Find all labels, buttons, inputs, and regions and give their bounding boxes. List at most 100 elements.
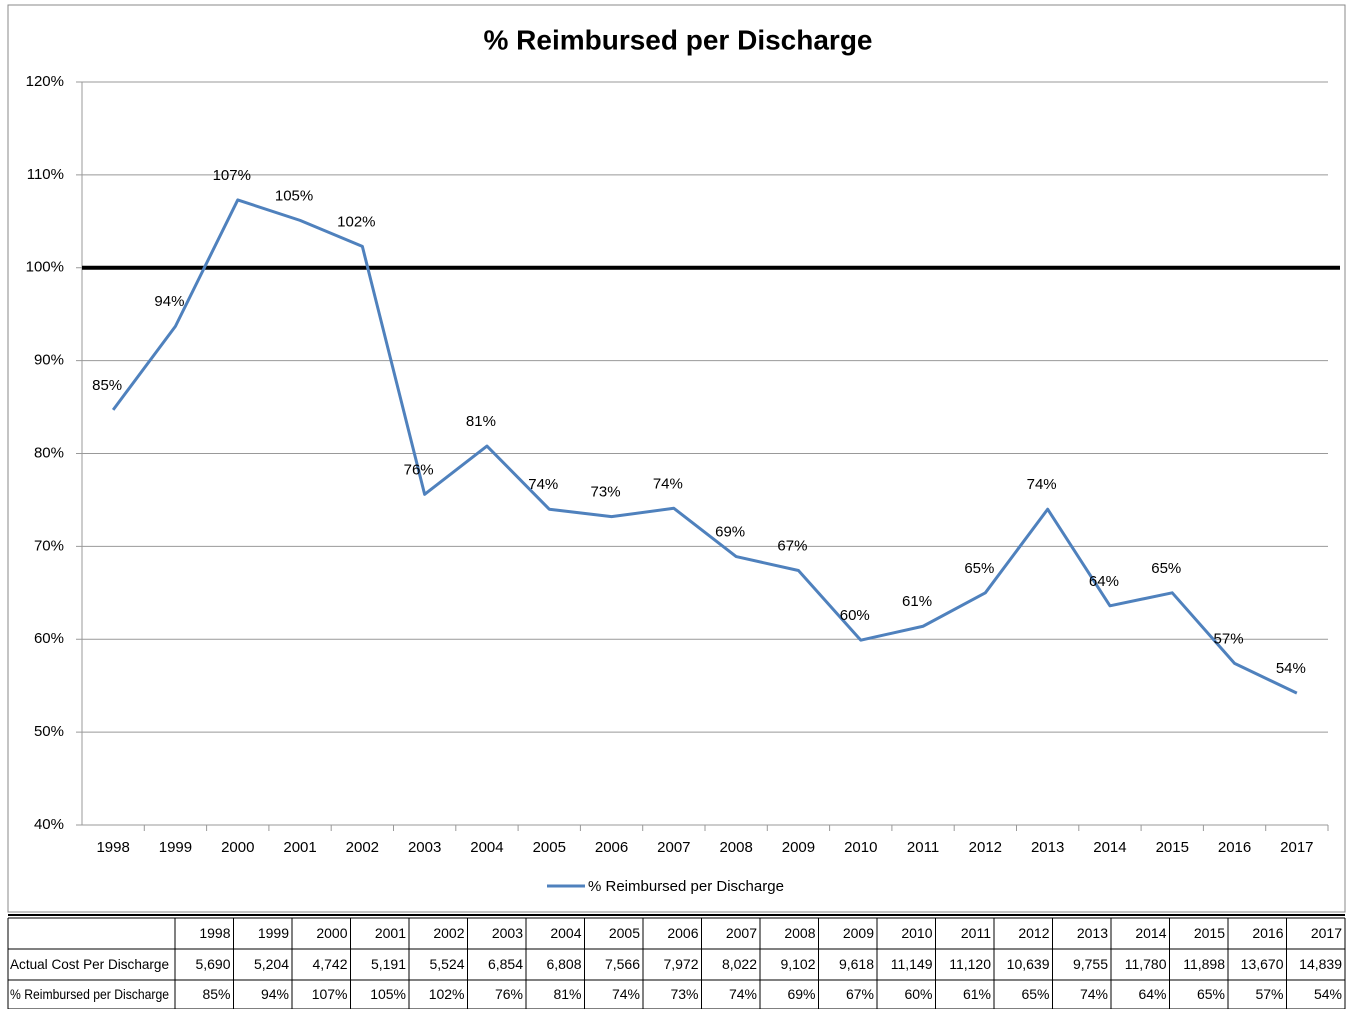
table-header: 2002 xyxy=(433,925,464,941)
chart-title: % Reimbursed per Discharge xyxy=(483,24,872,55)
table-header: 2005 xyxy=(609,925,640,941)
data-label: 94% xyxy=(154,293,184,310)
data-label: 54% xyxy=(1276,660,1306,677)
table-cell: 94% xyxy=(261,986,289,1002)
table-cell: 69% xyxy=(787,986,815,1002)
table-cell: 73% xyxy=(670,986,698,1002)
data-label: 102% xyxy=(337,213,375,230)
x-tick-label: 2007 xyxy=(657,839,690,856)
y-tick-label: 110% xyxy=(27,166,64,183)
x-tick-label: 2005 xyxy=(533,839,566,856)
x-tick-label: 2015 xyxy=(1156,839,1189,856)
table-cell: 8,022 xyxy=(722,956,757,972)
y-tick-label: 50% xyxy=(34,723,64,740)
chart-frame xyxy=(7,4,1346,913)
x-tick-label: 1998 xyxy=(96,839,129,856)
table-header: 2014 xyxy=(1135,925,1166,941)
data-line xyxy=(111,198,1298,695)
table-cell: 67% xyxy=(846,986,874,1002)
data-label: 64% xyxy=(1089,573,1119,590)
table-cell: 76% xyxy=(495,986,523,1002)
table-cell: 11,120 xyxy=(949,956,991,972)
table-cell: 65% xyxy=(1021,986,1049,1002)
data-label: 74% xyxy=(1027,476,1057,493)
data-label: 74% xyxy=(653,475,683,492)
x-tick-label: 2016 xyxy=(1218,839,1251,856)
table-cell: 7,566 xyxy=(605,956,640,972)
table-header: 2008 xyxy=(784,925,815,941)
x-tick-label: 1999 xyxy=(159,839,192,856)
x-tick-label: 2017 xyxy=(1280,839,1313,856)
data-label: 60% xyxy=(840,607,870,624)
data-label: 57% xyxy=(1214,630,1244,647)
table-header: 1999 xyxy=(258,925,289,941)
table-cell: 102% xyxy=(429,986,465,1002)
x-tick-label: 2010 xyxy=(844,839,877,856)
data-label: 73% xyxy=(591,484,621,501)
table-cell: 14,839 xyxy=(1299,956,1342,972)
table-cell: 9,102 xyxy=(780,956,815,972)
table-cell: 9,755 xyxy=(1073,956,1108,972)
table-header: 2011 xyxy=(961,925,991,941)
x-tick-label: 2011 xyxy=(907,839,939,856)
y-tick-label: 60% xyxy=(34,630,64,647)
table-header: 2001 xyxy=(375,925,406,941)
table-cell: 9,618 xyxy=(839,956,874,972)
data-label: 61% xyxy=(902,593,932,610)
table-cell: 7,972 xyxy=(663,956,698,972)
table-cell: 57% xyxy=(1255,986,1283,1002)
table-cell: 5,191 xyxy=(371,956,406,972)
table-header: 2015 xyxy=(1194,925,1225,941)
data-label: 65% xyxy=(1151,560,1181,577)
table-cell: 64% xyxy=(1138,986,1166,1002)
table-cell: 74% xyxy=(1080,986,1108,1002)
table-header: 2000 xyxy=(316,925,347,941)
table-header: 2012 xyxy=(1018,925,1049,941)
table-cell: 107% xyxy=(312,986,348,1002)
table-header: 2017 xyxy=(1311,925,1342,941)
table-header: 1998 xyxy=(199,925,230,941)
table-header: 2013 xyxy=(1077,925,1108,941)
y-tick-label: 100% xyxy=(26,259,64,276)
table-header: 2009 xyxy=(843,925,874,941)
data-label: 69% xyxy=(715,524,745,541)
table-header: 2016 xyxy=(1252,925,1283,941)
data-label: 74% xyxy=(528,476,558,493)
y-tick-label: 70% xyxy=(34,537,64,554)
table-cell: 85% xyxy=(202,986,230,1002)
table-cell: 105% xyxy=(370,986,406,1002)
x-tick-label: 2006 xyxy=(595,839,628,856)
legend-label: % Reimbursed per Discharge xyxy=(588,878,784,895)
data-label: 67% xyxy=(777,537,807,554)
data-label: 85% xyxy=(92,377,122,394)
x-tick-label: 2009 xyxy=(782,839,815,856)
table-cell: 13,670 xyxy=(1241,956,1284,972)
x-tick-label: 2012 xyxy=(969,839,1002,856)
x-tick-label: 2001 xyxy=(283,839,316,856)
data-label: 81% xyxy=(466,413,496,430)
table-row-label: Actual Cost Per Discharge xyxy=(10,956,169,972)
x-tick-label: 2003 xyxy=(408,839,441,856)
x-tick-label: 2002 xyxy=(346,839,379,856)
table-cell: 11,149 xyxy=(891,956,933,972)
x-tick-label: 2008 xyxy=(719,839,752,856)
table-header: 2007 xyxy=(726,925,757,941)
table-cell: 60% xyxy=(904,986,932,1002)
y-tick-label: 120% xyxy=(26,73,64,90)
table-cell: 5,524 xyxy=(429,956,464,972)
table-cell: 81% xyxy=(553,986,581,1002)
table-cell: 61% xyxy=(963,986,991,1002)
table-header: 2004 xyxy=(550,925,581,941)
table-cell: 11,898 xyxy=(1183,956,1225,972)
data-label: 65% xyxy=(964,560,994,577)
table-header: 2010 xyxy=(901,925,932,941)
table-cell: 65% xyxy=(1197,986,1225,1002)
x-tick-label: 2014 xyxy=(1093,839,1126,856)
data-label: 76% xyxy=(404,461,434,478)
table-header: 2006 xyxy=(667,925,698,941)
x-tick-label: 2004 xyxy=(470,839,503,856)
table-cell: 5,690 xyxy=(195,956,230,972)
table-cell: 6,854 xyxy=(488,956,523,972)
y-tick-label: 80% xyxy=(34,444,64,461)
